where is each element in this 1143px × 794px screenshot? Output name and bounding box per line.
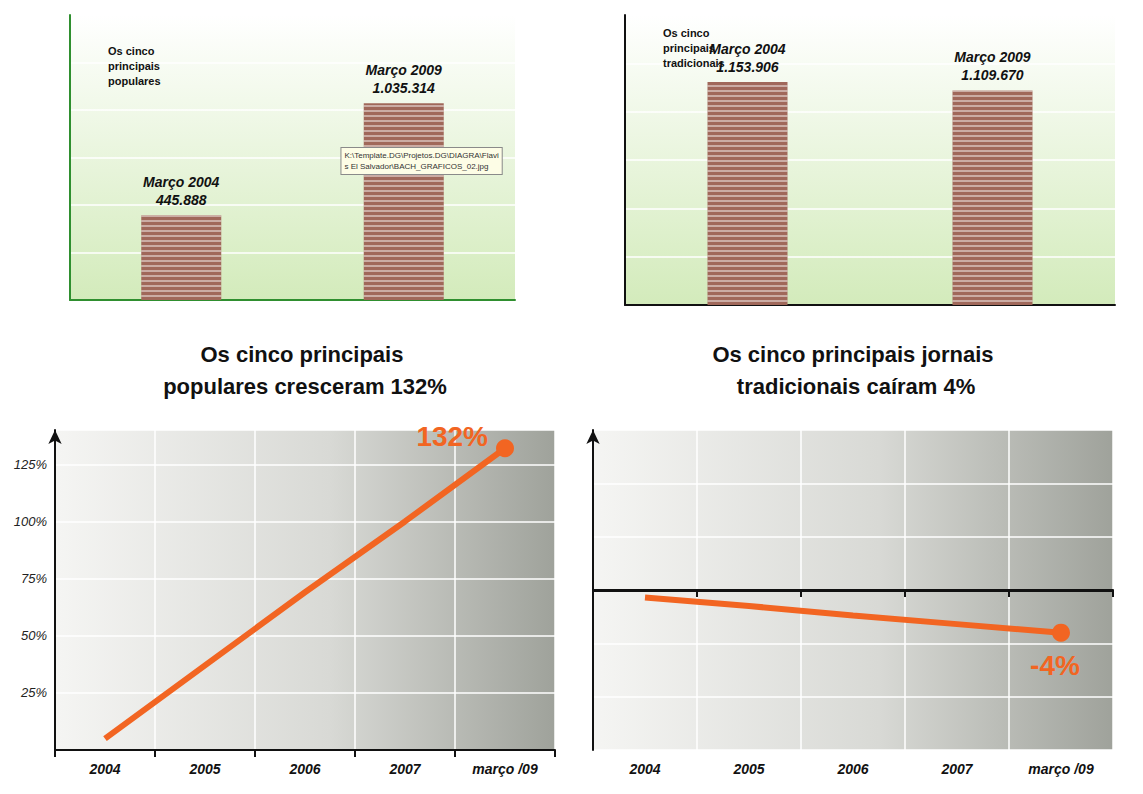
svg-text:principais: principais bbox=[663, 42, 718, 54]
svg-text:março /09: março /09 bbox=[472, 761, 538, 777]
svg-text:Março 2009: Março 2009 bbox=[366, 62, 442, 78]
svg-text:445.888: 445.888 bbox=[155, 192, 207, 208]
svg-text:populares cresceram 132%: populares cresceram 132% bbox=[163, 374, 447, 399]
svg-text:-4%: -4% bbox=[1030, 650, 1080, 681]
svg-text:2007: 2007 bbox=[940, 761, 973, 777]
svg-text:s El Salvador\BACH_GRAFICOS_02: s El Salvador\BACH_GRAFICOS_02.jpg bbox=[344, 162, 488, 171]
svg-text:132%: 132% bbox=[416, 421, 488, 452]
svg-text:100%: 100% bbox=[14, 514, 47, 529]
svg-text:Os cinco principais jornais: Os cinco principais jornais bbox=[712, 342, 993, 367]
svg-text:25%: 25% bbox=[20, 685, 47, 700]
svg-text:março /09: março /09 bbox=[1028, 761, 1094, 777]
svg-text:2004: 2004 bbox=[628, 761, 660, 777]
svg-text:tradicionais caíram 4%: tradicionais caíram 4% bbox=[731, 374, 976, 399]
svg-text:2006: 2006 bbox=[836, 761, 868, 777]
svg-text:Os cinco: Os cinco bbox=[663, 27, 713, 39]
svg-text:Os cinco principais: Os cinco principais bbox=[200, 342, 409, 367]
svg-text:50%: 50% bbox=[21, 628, 47, 643]
svg-text:2006: 2006 bbox=[288, 761, 320, 777]
svg-text:1.109.670: 1.109.670 bbox=[961, 67, 1023, 83]
svg-text:Março 2009: Março 2009 bbox=[954, 49, 1030, 65]
svg-text:Março 2004: Março 2004 bbox=[709, 41, 785, 57]
svg-text:1.153.906: 1.153.906 bbox=[716, 59, 778, 75]
svg-text:Março 2004: Março 2004 bbox=[143, 174, 219, 190]
svg-text:75%: 75% bbox=[21, 571, 47, 586]
svg-text:125%: 125% bbox=[14, 457, 47, 472]
svg-text:2007: 2007 bbox=[388, 761, 421, 777]
svg-text:tradicionais: tradicionais bbox=[663, 57, 725, 69]
svg-text:populares: populares bbox=[108, 75, 161, 87]
svg-text:2004: 2004 bbox=[88, 761, 120, 777]
svg-text:2005: 2005 bbox=[732, 761, 764, 777]
svg-text:K:\Template.DG\Projetos.DG\DIA: K:\Template.DG\Projetos.DG\DIAGRA\Flavi bbox=[344, 151, 498, 160]
svg-text:2005: 2005 bbox=[188, 761, 220, 777]
svg-text:principais: principais bbox=[108, 60, 163, 72]
svg-text:Os cinco: Os cinco bbox=[108, 45, 158, 57]
svg-text:1.035.314: 1.035.314 bbox=[373, 80, 435, 96]
